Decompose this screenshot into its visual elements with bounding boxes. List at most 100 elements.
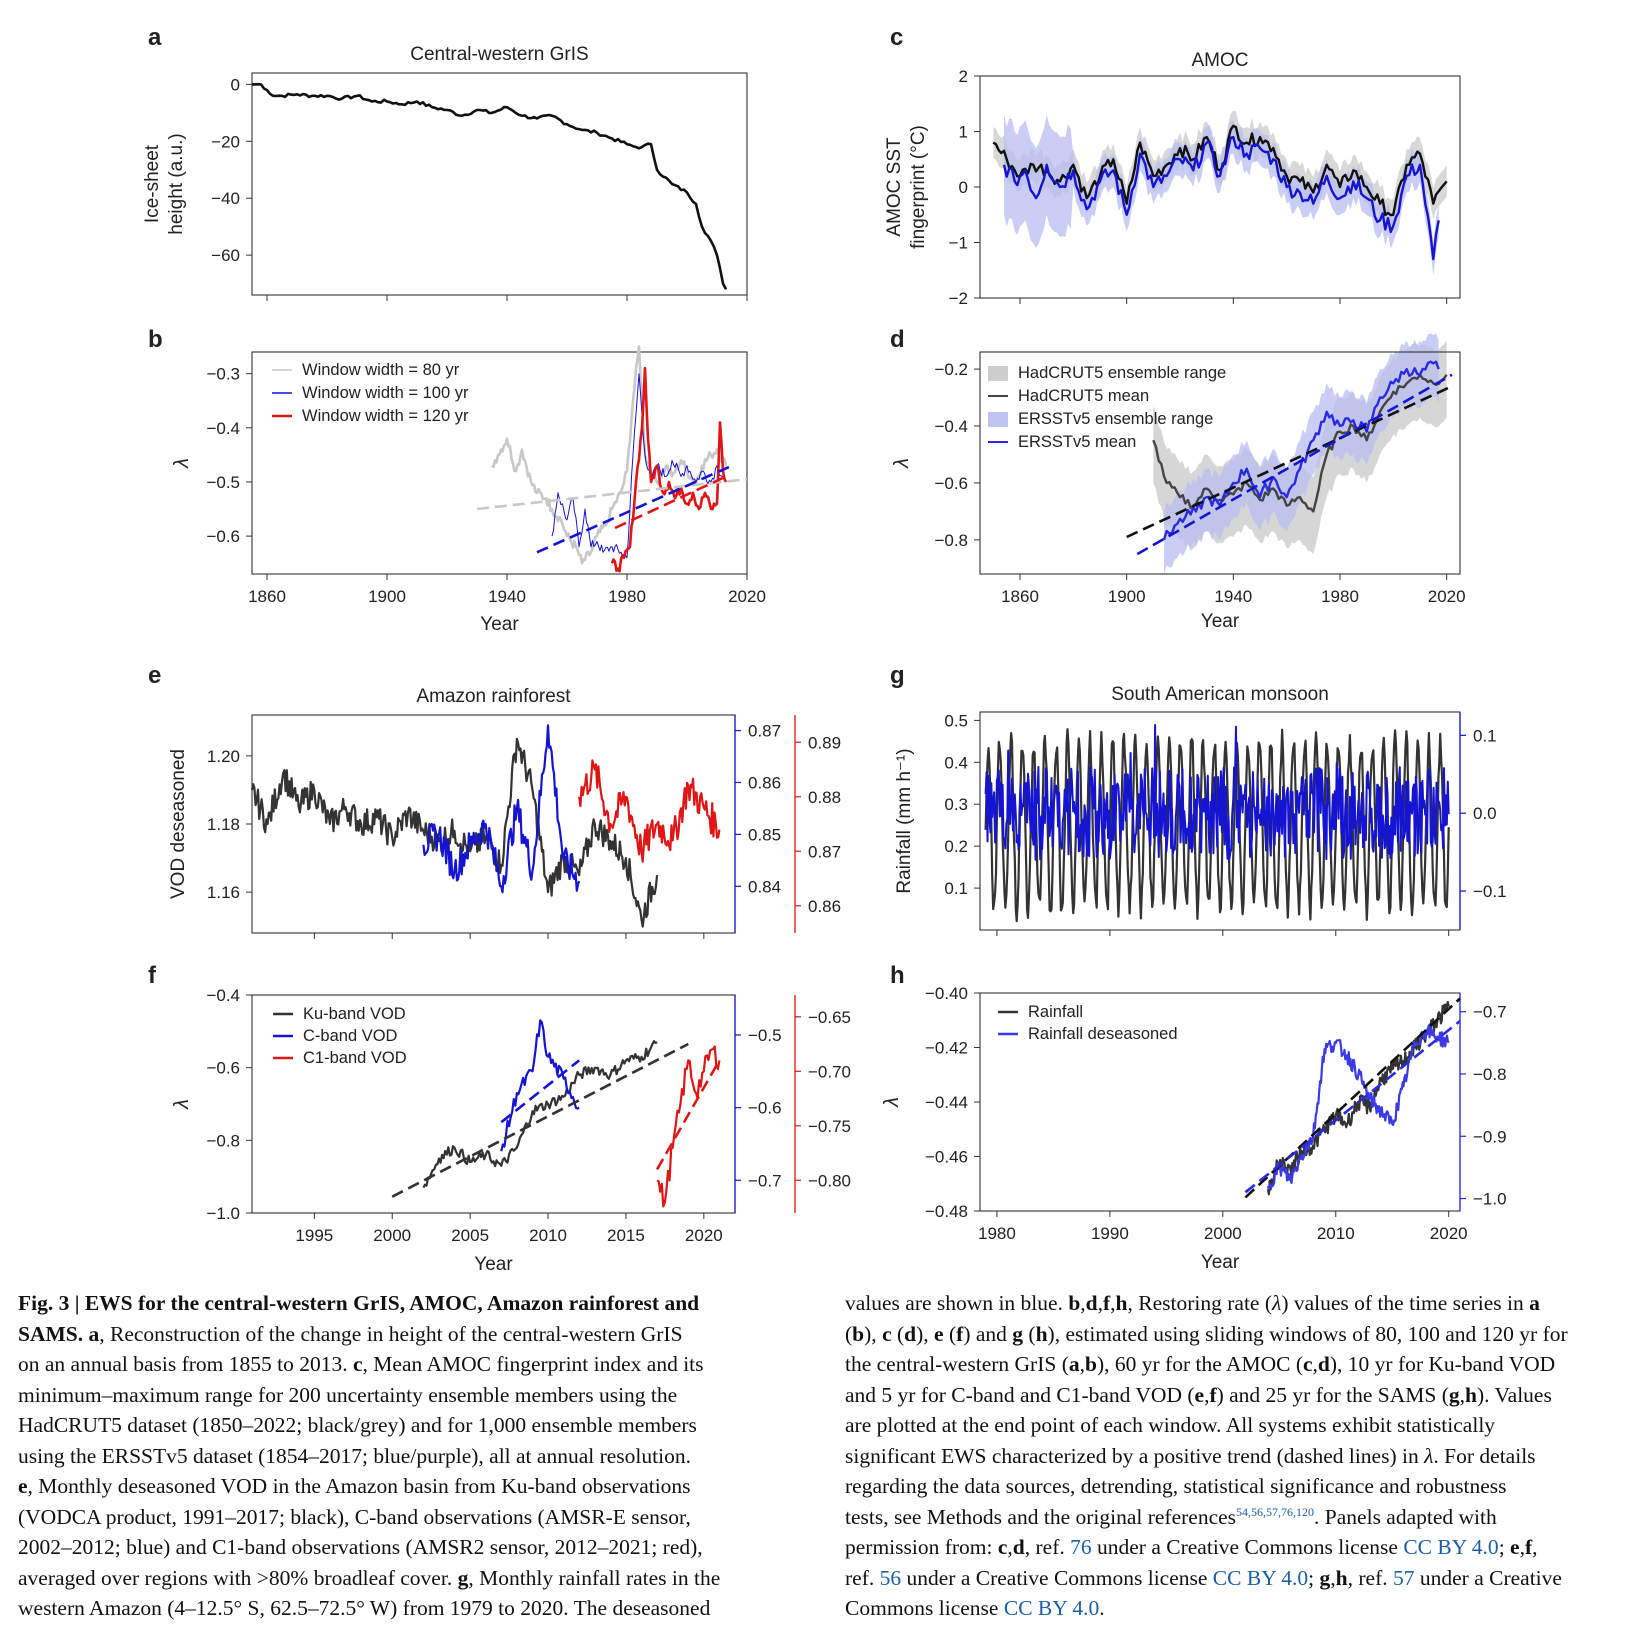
y2-tick-label: −1.0 (1473, 1190, 1507, 1209)
y2-tick-label: 0.1 (1473, 726, 1497, 745)
caption-line: ref. 56 under a Creative Commons license… (845, 1565, 1562, 1590)
y2-tick-label: 0.87 (748, 722, 781, 741)
caption-line: values are shown in blue. b,d,f,h, Resto… (845, 1291, 1540, 1315)
x-tick-label: 2020 (1430, 1224, 1468, 1243)
y2-tick-label: −0.65 (808, 1008, 851, 1027)
caption-line: e, Monthly deseasoned VOD in the Amazon … (18, 1474, 691, 1498)
y-tick-label: −0.5 (206, 473, 240, 492)
x-axis-label: Year (1201, 611, 1240, 632)
y2-tick-label: 0.0 (1473, 804, 1497, 823)
panel-label: g (890, 662, 905, 689)
y2-tick-label: 0.86 (808, 897, 841, 916)
caption-line: (VODCA product, 1991–2017; black), C-ban… (18, 1504, 691, 1529)
panel-title: AMOC (1192, 50, 1249, 71)
y-tick-label: −0.8 (934, 531, 968, 550)
y-tick-label: −0.48 (925, 1202, 968, 1221)
lambda-series-2 (500, 1019, 580, 1152)
caption-line: permission from: c,d, ref. 76 under a Cr… (845, 1535, 1538, 1559)
y-tick-label: 0 (231, 75, 240, 94)
x-tick-label: 2000 (373, 1226, 411, 1245)
legend-entry: HadCRUT5 mean (1018, 387, 1149, 405)
y-tick-label: −0.44 (925, 1093, 968, 1112)
y-tick-label: −0.8 (206, 1131, 240, 1150)
caption-line: the central-western GrIS (a,b), 60 yr fo… (845, 1352, 1556, 1376)
panel-e: e Amazon rainforest 0.87 0.86 0.85 0.84 0.89 0.… (148, 662, 841, 939)
panel-label: e (148, 662, 161, 689)
y-axis-label: λ (171, 1099, 193, 1110)
y2-tick-label: 0.89 (808, 733, 841, 752)
y-tick-label: 0 (959, 178, 968, 197)
y2-tick-label: −0.9 (1473, 1127, 1507, 1146)
legend-entry: Ku-band VOD (303, 1005, 406, 1023)
legend-swatch (988, 412, 1008, 427)
panel-g: g South American monsoon 0.1 0.0 −0.1 0.5 0.4 0… (890, 662, 1507, 936)
caption-line: minimum–maximum range for 200 uncertaint… (18, 1382, 678, 1407)
lambda-series-2 (551, 373, 727, 559)
x-axis-label: Year (480, 614, 519, 635)
caption-line: averaged over regions with >80% broadlea… (18, 1565, 721, 1590)
caption-line: SAMS. a, Reconstruction of the change in… (18, 1321, 683, 1346)
lambda-series-2 (1266, 1024, 1450, 1191)
x-tick-label: 1940 (488, 587, 526, 606)
y-tick-label: 0.1 (944, 879, 968, 898)
legend-entry: Window width = 100 yr (302, 384, 469, 402)
y-tick-label: −0.4 (934, 417, 968, 436)
hadcrut-mean (1152, 373, 1448, 513)
plot-frame (251, 72, 748, 296)
y-tick-label: −0.42 (925, 1039, 968, 1058)
panel-label: d (890, 326, 905, 353)
y-tick-label: 0.3 (944, 795, 968, 814)
x-axis-label: Year (474, 1254, 513, 1275)
panel-a: a Central-western GrIS 0 −20 −40 −60 Ice-sheet… (142, 24, 748, 301)
ersst-range (1004, 114, 1439, 276)
y-tick-label: −0.2 (934, 360, 968, 379)
trend-line-2 (1136, 373, 1453, 556)
y-tick-label: −20 (211, 132, 240, 151)
panel-c: c AMOC 2 1 0 −1 −2 AMOC SST fingerprint (°C) (884, 24, 1461, 308)
x-tick-label: 2020 (728, 587, 766, 606)
trend-line-3 (614, 475, 727, 530)
caption-line: HadCRUT5 dataset (1850–2022; black/grey)… (18, 1413, 697, 1437)
y-tick-label: −2 (949, 289, 968, 308)
trend-line-2 (500, 1059, 581, 1124)
panel-label: c (890, 24, 903, 51)
ersst-range (1164, 333, 1439, 574)
y-tick-label: −0.4 (206, 986, 240, 1005)
y-tick-label: −0.46 (925, 1148, 968, 1167)
y-tick-label: −1.0 (206, 1204, 240, 1223)
x-axis-label: Year (1201, 1252, 1240, 1273)
caption-line: 2002–2012; blue) and C1-band observation… (18, 1535, 703, 1559)
y2-tick-label: −0.70 (808, 1062, 851, 1081)
panel-label: h (890, 962, 905, 989)
legend-entry: Rainfall deseasoned (1028, 1025, 1178, 1043)
y-tick-label: −0.3 (206, 365, 240, 384)
y2-tick-label: −0.75 (808, 1117, 851, 1136)
y-tick-label: 0.5 (944, 711, 968, 730)
x-tick-label: 1990 (1091, 1224, 1129, 1243)
caption-line: and 5 yr for C-band and C1-band VOD (e,f… (845, 1382, 1552, 1407)
y2-tick-label: −0.80 (808, 1171, 851, 1190)
y-axis-label: λ (891, 458, 913, 469)
caption-line: regarding the data sources, detrending, … (845, 1474, 1507, 1498)
vod-series-3 (578, 759, 721, 863)
legend-entry: HadCRUT5 ensemble range (1018, 364, 1226, 382)
lambda-series-1 (491, 345, 728, 565)
caption-line: (b), c (d), e (f) and g (h), estimated u… (845, 1321, 1568, 1346)
y-axis-label: Ice-sheet (142, 144, 163, 223)
y2-tick-label: −0.1 (1473, 882, 1507, 901)
y2-tick-label: 0.84 (748, 877, 781, 896)
caption-line: using the ERSSTv5 dataset (1854–2017; bl… (18, 1443, 691, 1468)
amoc-blue-series (1002, 135, 1440, 261)
y2-tick-label: −0.7 (1473, 1003, 1507, 1022)
trend-line-1 (1126, 385, 1453, 539)
panel-f: f −0.5 −0.6 −0.7 −0.65 −0.70 −0.75 −0.80 −0.4 −0.… (148, 962, 851, 1275)
x-tick-label: 1860 (248, 587, 286, 606)
panel-title: South American monsoon (1111, 684, 1329, 705)
trend-line-1 (391, 1042, 689, 1198)
lambda-series-3 (656, 1045, 721, 1208)
y2-tick-label: 0.85 (748, 825, 781, 844)
caption-line: significant EWS characterized by a posit… (845, 1443, 1536, 1468)
vod-series-1 (250, 737, 659, 928)
panel-label: f (148, 962, 157, 989)
x-tick-label: 2010 (1317, 1224, 1355, 1243)
